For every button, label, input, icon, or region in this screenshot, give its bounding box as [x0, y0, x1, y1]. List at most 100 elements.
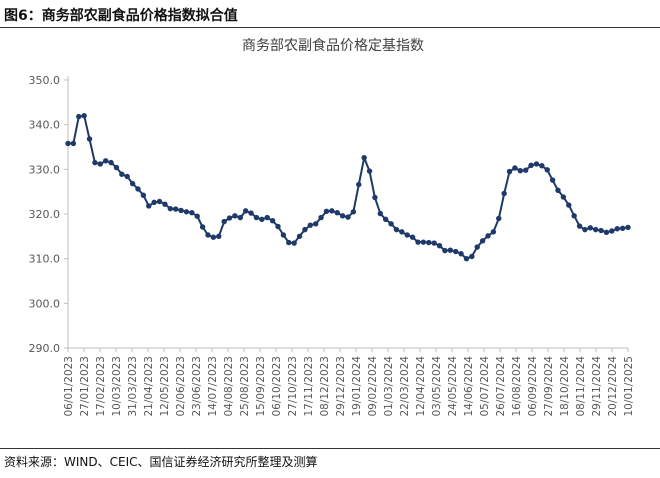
data-point [81, 113, 87, 119]
data-point [560, 194, 567, 200]
data-point [129, 180, 136, 187]
data-point [65, 140, 71, 147]
x-tick-label: 06/10/2023 [271, 356, 283, 417]
x-tick-label: 21/04/2023 [143, 356, 155, 417]
data-point [458, 251, 464, 257]
x-tick-label: 27/10/2023 [287, 356, 299, 417]
x-tick-label: 31/03/2023 [127, 356, 139, 417]
data-point [172, 206, 179, 212]
data-point [199, 224, 206, 230]
data-point [253, 214, 260, 221]
data-point [528, 162, 534, 169]
data-point [549, 177, 556, 183]
x-tick-label: 05/07/2024 [479, 356, 491, 417]
data-point [151, 199, 157, 206]
data-point [108, 159, 114, 166]
x-tick-label: 15/09/2023 [255, 356, 267, 417]
x-tick-label: 01/03/2024 [383, 356, 395, 417]
data-point [469, 253, 475, 260]
x-tick-label: 06/09/2024 [527, 356, 539, 417]
x-tick-label: 26/07/2024 [495, 356, 507, 417]
x-tick-label: 19/01/2024 [351, 356, 363, 417]
data-point [237, 214, 244, 221]
data-point [194, 213, 200, 219]
x-tick-label: 20/12/2024 [607, 356, 619, 417]
x-tick-label: 03/05/2024 [431, 356, 443, 417]
data-point [372, 194, 378, 201]
data-point [264, 214, 270, 221]
data-point [102, 158, 109, 164]
data-point [113, 164, 120, 171]
data-point [312, 221, 319, 227]
data-point [566, 202, 572, 208]
data-point [490, 229, 497, 235]
x-tick-label: 02/06/2023 [175, 356, 187, 417]
x-tick-label: 29/12/2023 [335, 356, 347, 417]
data-point [221, 218, 227, 225]
data-point [571, 213, 577, 219]
data-point [598, 227, 604, 234]
data-point [420, 239, 427, 245]
y-tick-label: 290.0 [29, 342, 61, 355]
data-point [619, 225, 626, 231]
data-point [463, 255, 470, 262]
x-tick-label: 04/08/2023 [223, 356, 235, 417]
x-tick-label: 12/05/2023 [159, 356, 171, 417]
data-point [366, 168, 373, 174]
x-tick-label: 29/11/2024 [591, 356, 603, 417]
data-point [146, 203, 152, 209]
price-index-line-chart: 商务部农副食品价格定基指数 290.0 300.0 310.0 320.0 330.0 3… [29, 37, 636, 417]
data-point [442, 247, 448, 254]
x-tick-label: 12/04/2024 [415, 356, 427, 417]
data-point [361, 155, 367, 161]
data-point [603, 229, 610, 236]
data-point [377, 210, 384, 217]
data-point [452, 248, 459, 255]
data-point [485, 233, 491, 239]
x-tick-label: 22/03/2024 [399, 356, 411, 417]
x-axis: 06/01/2023 27/01/2023 17/02/2023 10/03/2023… [63, 347, 635, 417]
data-point [592, 226, 599, 233]
data-point [140, 192, 147, 198]
bottom-divider [0, 448, 660, 449]
data-point [512, 165, 518, 171]
x-tick-label: 23/06/2023 [191, 356, 203, 417]
data-point [404, 232, 410, 238]
data-point [399, 229, 405, 235]
data-point [318, 214, 324, 221]
x-tick-label: 27/09/2024 [543, 356, 555, 417]
data-point [210, 234, 217, 240]
data-point [393, 226, 400, 233]
data-point [275, 223, 281, 230]
y-tick-label: 300.0 [29, 297, 61, 310]
data-point [587, 225, 594, 231]
x-tick-label: 16/08/2024 [511, 356, 523, 417]
data-point [86, 136, 93, 142]
data-point [124, 173, 130, 180]
data-point [544, 167, 550, 173]
data-point [242, 208, 249, 214]
data-point [426, 239, 432, 246]
y-tick-label: 330.0 [29, 163, 61, 176]
data-point [533, 161, 540, 167]
data-point [625, 224, 631, 231]
data-point [269, 218, 276, 224]
x-tick-label: 08/11/2024 [575, 356, 587, 417]
data-point [307, 222, 314, 228]
data-point [415, 239, 421, 245]
data-point [302, 226, 308, 233]
x-tick-label: 17/02/2023 [95, 356, 107, 417]
data-point [280, 232, 287, 238]
data-point [189, 209, 195, 216]
data-point [345, 214, 351, 220]
series-line [68, 114, 629, 260]
data-point [286, 239, 292, 246]
data-point [382, 216, 389, 223]
data-point [178, 207, 184, 214]
x-tick-label: 14/07/2023 [207, 356, 219, 417]
data-point [119, 171, 125, 177]
x-tick-label: 24/05/2024 [447, 356, 459, 417]
data-point [474, 244, 480, 250]
data-point [216, 233, 222, 240]
data-point [582, 226, 588, 233]
